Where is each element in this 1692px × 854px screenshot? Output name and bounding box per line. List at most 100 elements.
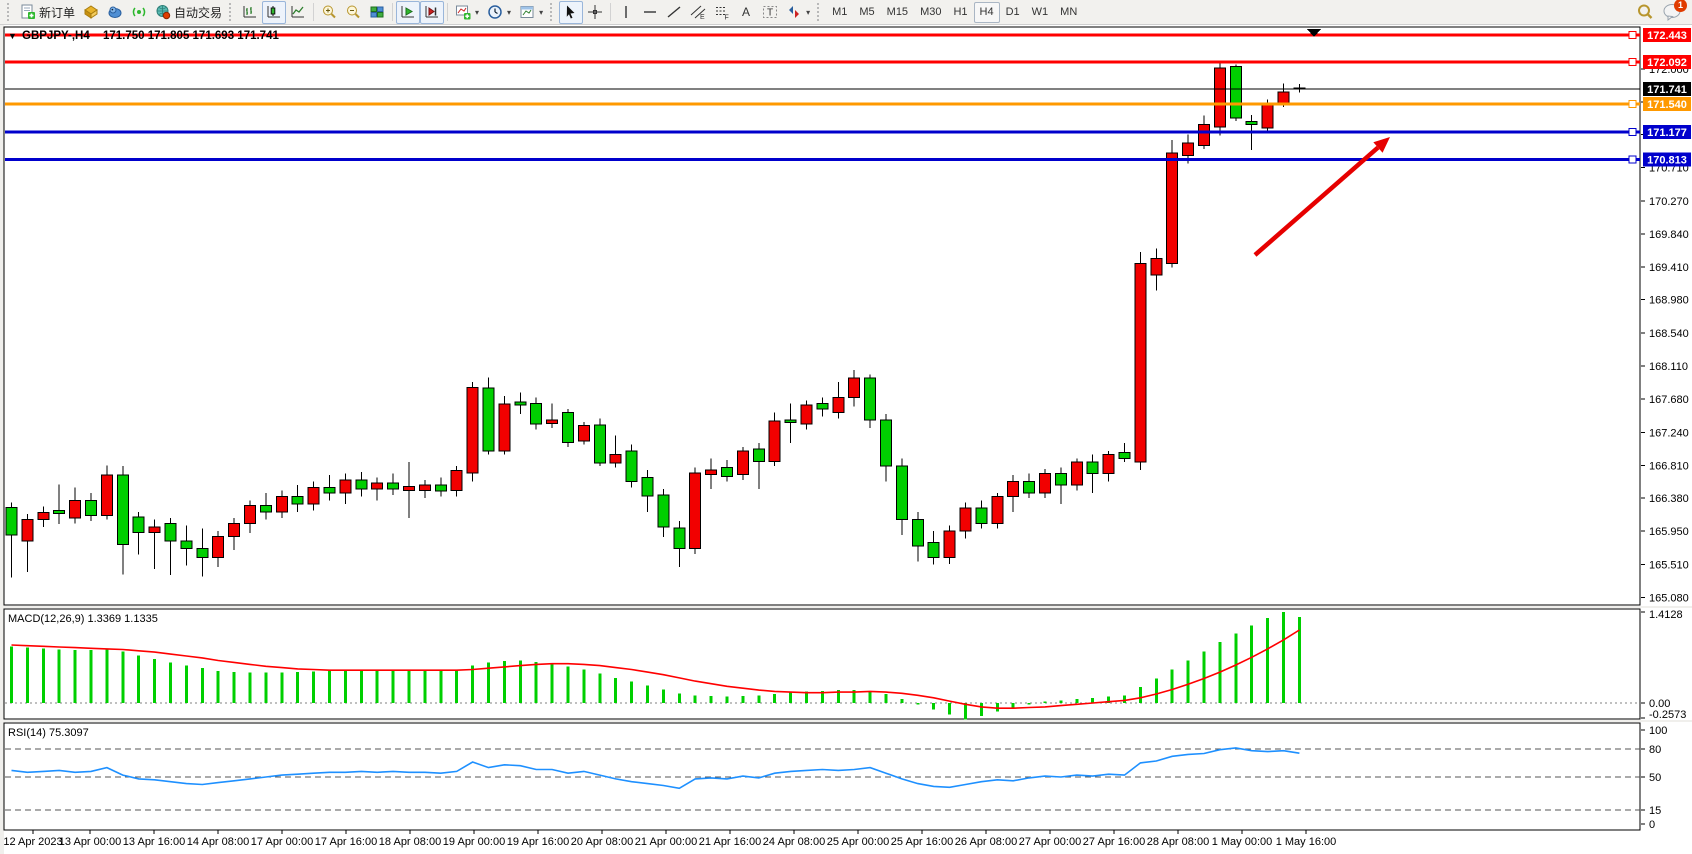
charts-button[interactable] (79, 1, 103, 24)
dropdown-caret-icon[interactable]: ▾ (507, 7, 512, 17)
symbol-dropdown-icon[interactable]: ▼ (8, 31, 17, 41)
horizontal-line-172.443[interactable] (5, 31, 1640, 40)
chart-shift-button[interactable] (420, 0, 445, 24)
toolbar-grip[interactable] (817, 3, 823, 21)
notification-badge: 1 (1674, 0, 1687, 12)
text-tool-button[interactable]: A (734, 1, 758, 24)
arrows-tool-button[interactable]: ▾ (782, 1, 814, 24)
candle-down (880, 419, 892, 467)
price-tick-label: 169.840 (1649, 229, 1689, 241)
candle-up (244, 505, 256, 524)
candle-down (132, 516, 145, 533)
chat-button[interactable]: 1 (1662, 0, 1687, 22)
chart-shift-icon (424, 4, 440, 20)
candle-up (1166, 152, 1179, 265)
timeframe-m5[interactable]: M5 (859, 5, 875, 18)
timeframe-d1[interactable]: D1 (1005, 5, 1020, 18)
horizontal-line-172.092[interactable] (5, 57, 1640, 66)
candle-up (1070, 461, 1083, 486)
candle-up (1039, 473, 1051, 494)
timeframe-m30[interactable]: M30 (920, 5, 942, 18)
rsi-tick-label: 0 (1649, 819, 1655, 831)
chart-window[interactable]: 172.000171.570171.140170.710170.270169.8… (0, 25, 1692, 854)
candle-down (625, 450, 638, 482)
candle-down (673, 527, 686, 549)
timeframe-m1[interactable]: M1 (832, 5, 848, 18)
templates-button[interactable]: ▾ (515, 1, 547, 24)
candle-up (1134, 263, 1147, 463)
bar-chart-button[interactable] (238, 1, 262, 24)
text-label-icon: T (762, 4, 778, 20)
price-tick-label: 167.240 (1649, 427, 1689, 439)
price-tick-label: 168.540 (1649, 328, 1689, 340)
toolbar-grip[interactable] (550, 3, 556, 21)
toolbar-grip[interactable] (7, 3, 13, 21)
svg-text:172.443: 172.443 (1647, 30, 1687, 42)
crosshair-icon (587, 4, 603, 20)
trend-arrow-annotation[interactable] (1253, 137, 1390, 257)
candle-up (100, 474, 113, 517)
new-order-button[interactable]: 新订单 (16, 1, 79, 24)
svg-text:172.092: 172.092 (1647, 57, 1687, 69)
time-tick-label: 21 Apr 16:00 (699, 836, 761, 848)
macd-tick-label: 0.00 (1649, 698, 1670, 710)
time-tick-label: 1 May 00:00 (1212, 836, 1273, 848)
price-badge-171.741: 171.741 (1643, 81, 1691, 96)
time-tick-label: 20 Apr 08:00 (571, 836, 633, 848)
horizontal-line-171.177[interactable] (5, 127, 1640, 136)
signals-button[interactable] (127, 1, 151, 24)
auto-scroll-button[interactable] (396, 0, 421, 24)
candle-down (530, 402, 543, 425)
candle-down (784, 419, 797, 424)
candle-down (196, 547, 209, 559)
candle-up (1150, 257, 1163, 276)
toolbar-grip[interactable] (229, 3, 235, 21)
time-tick-label: 13 Apr 00:00 (59, 836, 121, 848)
time-tick-label: 17 Apr 16:00 (315, 836, 377, 848)
candlestick-chart-button[interactable] (262, 0, 287, 24)
trendline-tool-button[interactable] (662, 1, 686, 24)
timeframe-h4[interactable]: H4 (973, 1, 1000, 23)
line-handle (1628, 31, 1637, 40)
horizontal-line-171.540[interactable] (5, 100, 1640, 109)
label-tool-button[interactable]: T (758, 1, 782, 24)
zoom-in-button[interactable] (317, 1, 341, 24)
candle-up (1182, 142, 1195, 156)
vertical-line-tool-button[interactable] (614, 1, 638, 24)
dropdown-caret-icon[interactable]: ▾ (806, 7, 811, 17)
charts-cube-icon (83, 4, 99, 20)
line-chart-button[interactable] (286, 1, 310, 24)
timeframe-m15[interactable]: M15 (886, 5, 909, 18)
autotrade-button[interactable]: 自动交易 (151, 1, 226, 24)
candle-down (355, 479, 368, 490)
periods-button[interactable]: ▾ (483, 1, 515, 24)
tile-windows-button[interactable] (365, 1, 389, 24)
search-icon[interactable] (1636, 3, 1654, 21)
chart-shift-marker[interactable] (1307, 29, 1321, 37)
dropdown-caret-icon[interactable]: ▾ (539, 7, 544, 17)
candle-down (1054, 473, 1067, 486)
timeframe-h1[interactable]: H1 (953, 5, 968, 18)
horizontal-line-tool-button[interactable] (638, 1, 662, 24)
zoom-out-button[interactable] (341, 1, 365, 24)
autotrade-icon (155, 4, 171, 20)
candlesticks (5, 62, 1306, 578)
equidistant-channel-icon: E (690, 4, 706, 21)
crosshair-tool-button[interactable] (583, 1, 607, 24)
cursor-tool-button[interactable] (559, 0, 584, 24)
candle-up (307, 486, 320, 505)
candle-down (721, 467, 733, 478)
chart-ohlc-values: 171.750 171.805 171.693 171.741 (103, 30, 279, 42)
fibonacci-tool-button[interactable]: F (710, 1, 734, 24)
chart-canvas[interactable]: 172.000171.570171.140170.710170.270169.8… (0, 25, 1692, 854)
channel-tool-button[interactable]: E (686, 1, 710, 24)
dropdown-caret-icon[interactable]: ▾ (475, 7, 480, 17)
indicators-button[interactable]: ▾ (451, 1, 483, 24)
timeframe-w1[interactable]: W1 (1031, 5, 1049, 18)
fibonacci-icon: F (714, 4, 730, 22)
candle-up (546, 419, 559, 424)
time-tick-label: 21 Apr 00:00 (635, 836, 697, 848)
market-watch-button[interactable] (103, 1, 127, 24)
timeframe-mn[interactable]: MN (1060, 5, 1078, 18)
